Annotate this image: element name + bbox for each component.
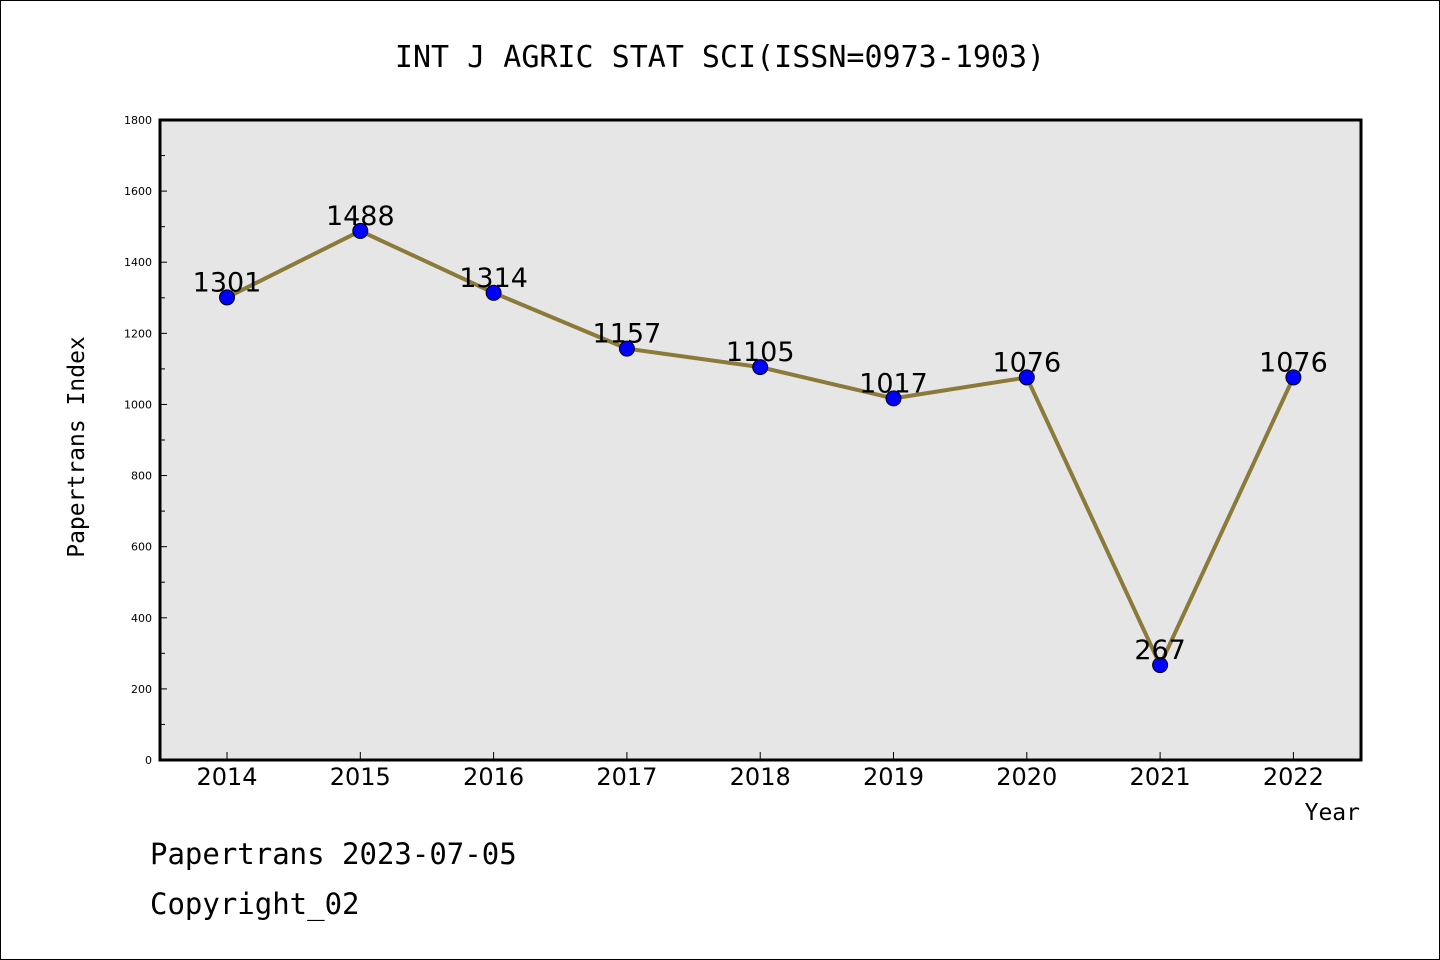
y-axis: 0 200 400 600 800 1000 1200 1400 1600 1800 <box>124 114 167 767</box>
x-tick-label: 2021 <box>1130 763 1191 791</box>
x-axis-label: Year <box>1305 800 1360 826</box>
data-point <box>618 340 635 357</box>
x-tick-label: 2014 <box>196 763 257 791</box>
x-tick-label: 2019 <box>863 763 924 791</box>
series-markers <box>219 222 1302 674</box>
x-tick-label: 2022 <box>1263 763 1324 791</box>
data-label: 1314 <box>459 263 528 294</box>
y-tick-label: 600 <box>131 541 152 554</box>
data-label: 1488 <box>326 201 395 232</box>
y-tick-label: 1600 <box>124 185 152 198</box>
data-point <box>1285 369 1302 386</box>
y-tick-label: 200 <box>131 683 152 696</box>
y-axis-label: Papertrans Index <box>64 336 90 558</box>
data-label: 1017 <box>859 368 928 399</box>
data-label: 1105 <box>726 337 795 368</box>
data-point <box>885 390 902 407</box>
x-tick-label: 2020 <box>996 763 1057 791</box>
y-tick-label: 1400 <box>124 256 152 269</box>
y-tick-label: 0 <box>145 754 152 767</box>
data-point <box>219 289 235 306</box>
y-tick-label: 400 <box>131 612 152 625</box>
x-tick-label: 2018 <box>730 763 791 791</box>
data-point <box>1018 369 1035 386</box>
data-label: 1076 <box>992 347 1061 378</box>
x-tick-label: 2016 <box>463 763 524 791</box>
footer-date: Papertrans 2023-07-05 <box>150 837 517 871</box>
chart-title: INT J AGRIC STAT SCI(ISSN=0973-1903) <box>395 40 1045 75</box>
data-labels: 1301 1488 1314 1157 1105 1017 1076 267 1076 <box>193 201 1328 666</box>
data-point <box>752 359 769 376</box>
data-label: 1157 <box>593 319 662 350</box>
y-tick-label: 1800 <box>124 114 152 127</box>
footer-copyright: Copyright_02 <box>150 887 360 922</box>
data-point <box>352 222 369 239</box>
x-tick-label: 2017 <box>596 763 657 791</box>
data-point <box>1152 657 1169 674</box>
data-label: 267 <box>1134 635 1186 666</box>
x-axis: 2014 2015 2016 2017 2018 2019 2020 2021 2022 <box>196 752 1324 791</box>
data-point <box>485 284 502 301</box>
y-tick-label: 1000 <box>124 398 152 411</box>
x-tick-label: 2015 <box>330 763 391 791</box>
data-label: 1301 <box>193 267 262 298</box>
y-tick-label: 1200 <box>124 327 152 340</box>
y-tick-label: 800 <box>131 470 152 483</box>
data-label: 1076 <box>1259 347 1328 378</box>
